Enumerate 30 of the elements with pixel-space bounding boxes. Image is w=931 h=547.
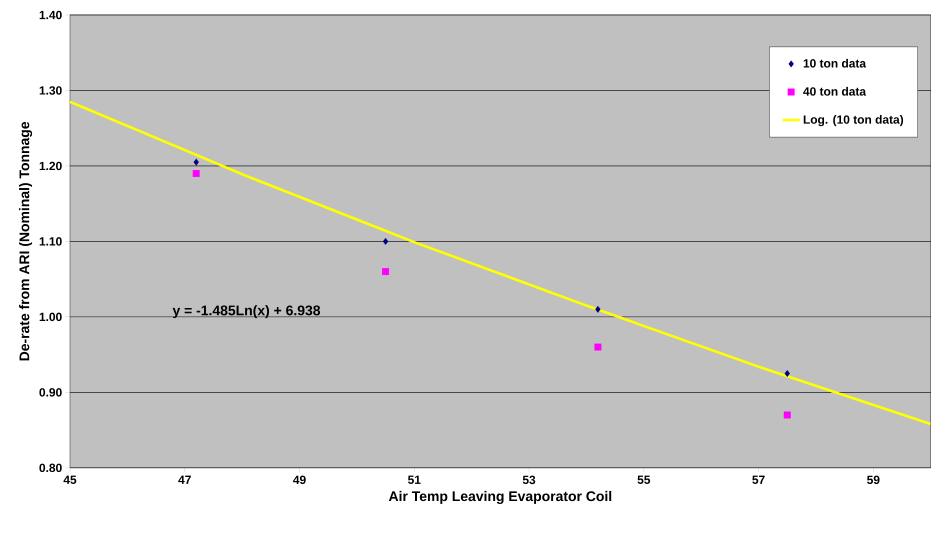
x-axis-title: Air Temp Leaving Evaporator Coil [388, 491, 612, 504]
x-tick-label: 49 [293, 476, 306, 484]
x-tick-label: 45 [64, 476, 76, 484]
point [595, 306, 601, 313]
legend-label: 40 ton data [803, 87, 866, 96]
x-tick-label: 55 [638, 476, 650, 484]
line-series [70, 100, 931, 426]
annotation: y = -1.485Ln(x) + 6.938 [172, 305, 320, 318]
x-tick-label: 51 [408, 476, 421, 484]
point [784, 370, 790, 378]
legend-label: Log. (10 ton data) [804, 115, 904, 126]
y-tick-label: 0.90 [39, 388, 62, 397]
x-tick-label: 47 [178, 476, 191, 484]
point [784, 412, 791, 419]
y-tick-label: 0.80 [39, 464, 62, 472]
point [382, 268, 390, 276]
y-tick-label: 1.00 [40, 312, 62, 322]
x-tick-label: 59 [867, 476, 880, 484]
point [192, 170, 200, 178]
y-axis-title: De-rate from ARI (Nominal) Tonnage [19, 122, 32, 361]
legend-label: 10 ton data [804, 58, 866, 68]
y-tick-label: 1.40 [40, 10, 62, 20]
y-tick-label: 1.10 [40, 237, 62, 246]
x-tick-label: 53 [522, 476, 536, 484]
point [594, 344, 602, 351]
y-tick-label: 1.20 [40, 162, 62, 170]
y-tick-label: 1.30 [40, 86, 62, 95]
point [194, 158, 199, 166]
x-tick-label: 57 [752, 476, 765, 484]
point [382, 238, 388, 245]
